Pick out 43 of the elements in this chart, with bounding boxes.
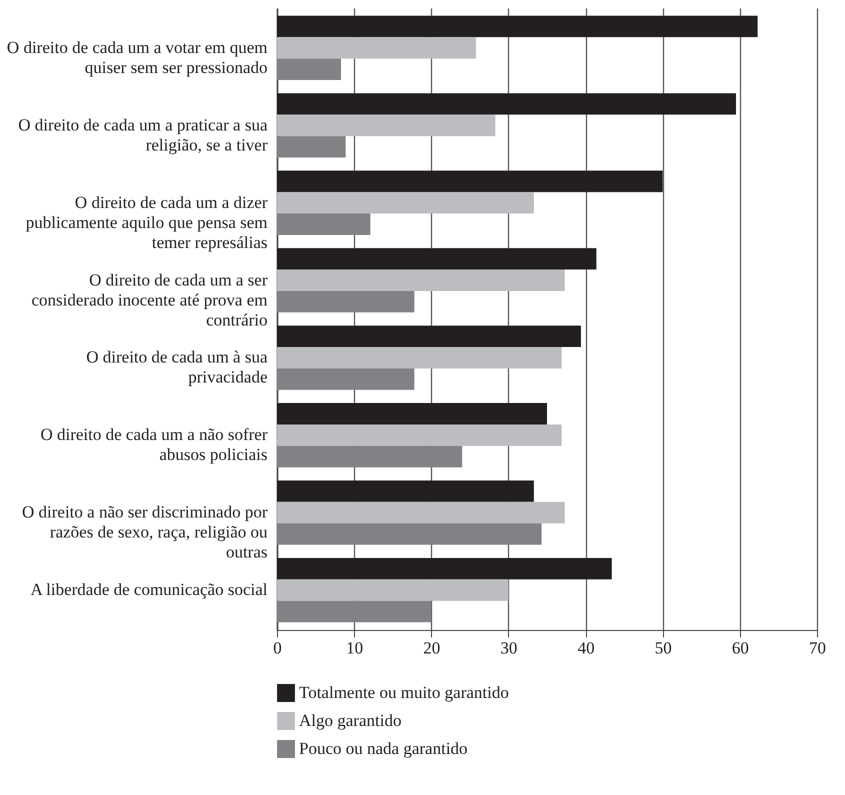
bar — [277, 37, 476, 59]
y-tick-label: O direito a não ser discriminado por razões de sexo, raça, religião ou outras — [22, 502, 268, 562]
bar — [277, 16, 758, 38]
x-tick-label: 10 — [346, 638, 364, 658]
bar — [277, 93, 736, 115]
bar — [277, 136, 346, 158]
bar — [277, 170, 663, 192]
y-tick-label: O direito de cada um a votar em quem quiser sem ser pressionado — [6, 38, 268, 77]
bar — [277, 58, 342, 80]
bar — [277, 248, 596, 270]
x-tick-label: 50 — [654, 638, 672, 658]
bar — [277, 114, 496, 136]
x-tick-label: 20 — [423, 638, 440, 658]
y-tick-label: O direito de cada um a dizer publicamente aquilo que pensa sem temer represálias — [26, 192, 268, 252]
bar — [277, 270, 565, 291]
y-tick-label: O direito de cada um a praticar a sua religião, se a tiver — [18, 115, 268, 154]
bar — [277, 403, 547, 424]
bar — [277, 558, 612, 580]
x-tick-label: 40 — [578, 638, 595, 658]
x-tick-label: 60 — [732, 638, 749, 658]
bar — [277, 446, 462, 468]
bar — [277, 368, 414, 390]
y-tick-label: O direito de cada um à sua privacidade — [86, 348, 268, 387]
x-tick-label: 70 — [809, 638, 826, 658]
bar — [277, 480, 534, 502]
bar — [277, 502, 565, 524]
x-tick-label: 0 — [273, 638, 282, 658]
bar — [277, 192, 534, 214]
x-tick-label: 30 — [500, 638, 518, 658]
bar — [277, 579, 508, 601]
bar — [277, 424, 562, 446]
y-tick-label: A liberdade de comunicação social — [30, 580, 268, 600]
bar — [277, 600, 432, 622]
y-tick-label: O direito de cada um a não sofrer abusos policiais — [40, 425, 268, 464]
legend-label: Algo garantido — [299, 711, 402, 730]
bar — [277, 290, 414, 312]
bar — [277, 214, 370, 235]
y-tick-label: O direito de cada um a ser considerado inocente até prova em contrário — [31, 270, 268, 330]
legend-label: Totalmente ou muito garantido — [299, 683, 509, 702]
bar — [277, 326, 581, 348]
bar — [277, 523, 542, 545]
legend-label: Pouco ou nada garantido — [299, 739, 468, 758]
bar — [277, 347, 562, 368]
